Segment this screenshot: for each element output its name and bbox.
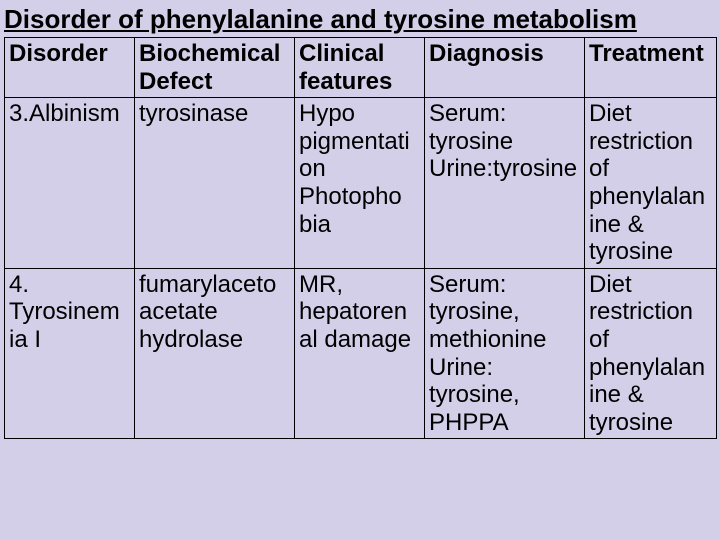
table-row: 4. Tyrosinem​ia I fumarylaceto acetate h… bbox=[5, 268, 717, 439]
disorders-table: Disorder Biochemical Defect Clinical fea… bbox=[4, 37, 717, 439]
cell-diagnosis: Serum: tyrosine Urine:tyrosine bbox=[425, 98, 585, 269]
cell-defect: tyrosinase bbox=[135, 98, 295, 269]
cell-diagnosis: Serum: tyrosine, methionine Urine: tyros… bbox=[425, 268, 585, 439]
cell-treatment: Diet restriction of phenylalan​ine & tyr… bbox=[585, 98, 717, 269]
page-title: Disorder of phenylalanine and tyrosine m… bbox=[0, 0, 720, 37]
col-disorder: Disorder bbox=[5, 38, 135, 98]
col-treatment: Treatment bbox=[585, 38, 717, 98]
cell-clinical: Hypo pigmentati​on Photopho​bia bbox=[295, 98, 425, 269]
cell-treatment: Diet restriction of phenylalan​ine & tyr… bbox=[585, 268, 717, 439]
table-header-row: Disorder Biochemical Defect Clinical fea… bbox=[5, 38, 717, 98]
cell-disorder: 3.Albinism bbox=[5, 98, 135, 269]
col-defect: Biochemical Defect bbox=[135, 38, 295, 98]
cell-disorder: 4. Tyrosinem​ia I bbox=[5, 268, 135, 439]
cell-defect: fumarylaceto acetate hydrolase bbox=[135, 268, 295, 439]
cell-clinical: MR, hepatoren​al damage bbox=[295, 268, 425, 439]
col-clinical: Clinical features bbox=[295, 38, 425, 98]
table-row: 3.Albinism tyrosinase Hypo pigmentati​on… bbox=[5, 98, 717, 269]
col-diagnosis: Diagnosis bbox=[425, 38, 585, 98]
